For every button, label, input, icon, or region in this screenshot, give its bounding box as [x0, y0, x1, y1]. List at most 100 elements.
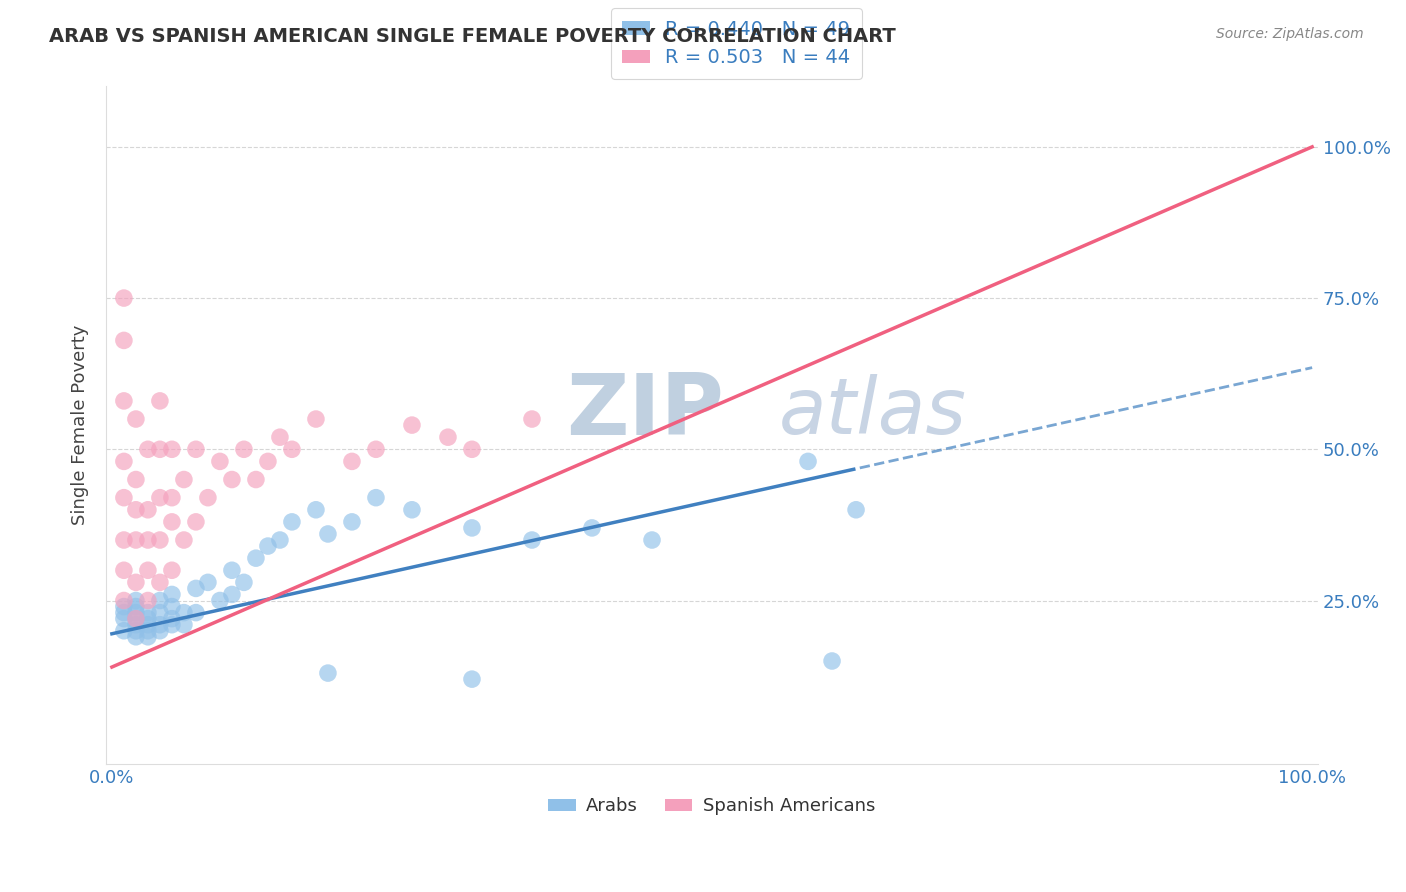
Point	[221, 563, 243, 577]
Point	[797, 454, 820, 468]
Point	[149, 442, 172, 457]
Point	[160, 617, 183, 632]
Point	[112, 491, 135, 505]
Point	[136, 612, 159, 626]
Point	[437, 430, 460, 444]
Point	[136, 442, 159, 457]
Point	[125, 599, 148, 614]
Point	[125, 533, 148, 547]
Point	[173, 606, 195, 620]
Point	[125, 624, 148, 638]
Point	[160, 563, 183, 577]
Point	[112, 393, 135, 408]
Text: Source: ZipAtlas.com: Source: ZipAtlas.com	[1216, 27, 1364, 41]
Point	[281, 515, 304, 529]
Point	[125, 473, 148, 487]
Point	[125, 502, 148, 516]
Point	[149, 617, 172, 632]
Point	[136, 593, 159, 607]
Point	[364, 491, 387, 505]
Point	[232, 442, 254, 457]
Point	[149, 393, 172, 408]
Point	[401, 502, 423, 516]
Point	[461, 672, 484, 686]
Point	[125, 612, 148, 626]
Point	[257, 454, 280, 468]
Point	[305, 502, 328, 516]
Point	[197, 575, 219, 590]
Point	[112, 334, 135, 348]
Point	[112, 606, 135, 620]
Point	[149, 624, 172, 638]
Point	[125, 606, 148, 620]
Point	[184, 606, 207, 620]
Point	[125, 617, 148, 632]
Point	[112, 612, 135, 626]
Point	[845, 502, 868, 516]
Point	[149, 606, 172, 620]
Point	[136, 606, 159, 620]
Point	[520, 533, 543, 547]
Point	[160, 612, 183, 626]
Point	[112, 563, 135, 577]
Point	[316, 666, 339, 681]
Point	[184, 442, 207, 457]
Point	[136, 617, 159, 632]
Point	[125, 593, 148, 607]
Point	[305, 412, 328, 426]
Point	[401, 418, 423, 433]
Point	[136, 563, 159, 577]
Point	[160, 515, 183, 529]
Point	[149, 533, 172, 547]
Point	[520, 412, 543, 426]
Legend: Arabs, Spanish Americans: Arabs, Spanish Americans	[541, 790, 883, 822]
Point	[221, 473, 243, 487]
Point	[208, 454, 231, 468]
Point	[257, 539, 280, 553]
Point	[160, 587, 183, 601]
Point	[340, 454, 363, 468]
Point	[581, 521, 603, 535]
Point	[197, 491, 219, 505]
Point	[173, 533, 195, 547]
Point	[364, 442, 387, 457]
Point	[149, 575, 172, 590]
Point	[112, 533, 135, 547]
Y-axis label: Single Female Poverty: Single Female Poverty	[72, 325, 89, 525]
Point	[461, 442, 484, 457]
Point	[821, 654, 844, 668]
Point	[112, 624, 135, 638]
Point	[184, 515, 207, 529]
Point	[160, 442, 183, 457]
Point	[125, 412, 148, 426]
Point	[208, 593, 231, 607]
Point	[136, 630, 159, 644]
Point	[340, 515, 363, 529]
Point	[245, 551, 267, 566]
Point	[269, 430, 291, 444]
Point	[149, 491, 172, 505]
Point	[269, 533, 291, 547]
Point	[160, 599, 183, 614]
Point	[221, 587, 243, 601]
Point	[112, 291, 135, 305]
Point	[125, 612, 148, 626]
Point	[245, 473, 267, 487]
Point	[136, 533, 159, 547]
Point	[184, 582, 207, 596]
Point	[136, 624, 159, 638]
Point	[112, 593, 135, 607]
Point	[461, 521, 484, 535]
Text: ZIP: ZIP	[567, 370, 724, 453]
Point	[125, 630, 148, 644]
Point	[125, 575, 148, 590]
Text: atlas: atlas	[779, 374, 966, 450]
Point	[641, 533, 664, 547]
Point	[232, 575, 254, 590]
Point	[149, 593, 172, 607]
Point	[112, 454, 135, 468]
Point	[281, 442, 304, 457]
Point	[173, 473, 195, 487]
Point	[112, 599, 135, 614]
Point	[316, 527, 339, 541]
